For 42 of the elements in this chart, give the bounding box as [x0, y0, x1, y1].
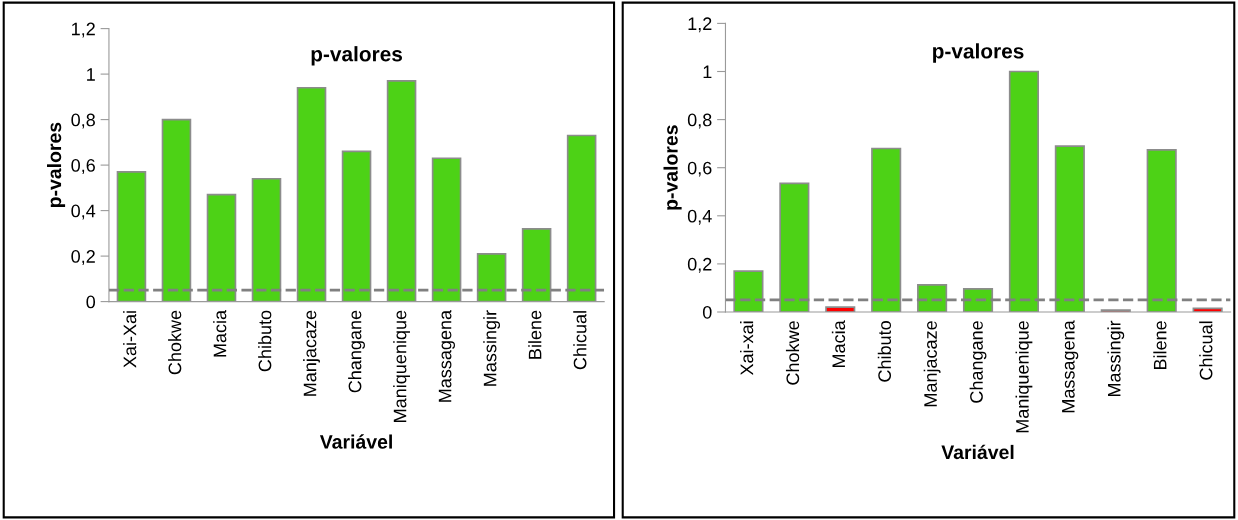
x-tick-label: Manjacaze [303, 310, 320, 396]
x-tick-label: Massingir [483, 310, 501, 386]
x-tick-label: Changane [348, 310, 365, 393]
x-tick-label: Chicual [1199, 321, 1213, 380]
x-tick-label: Macia [213, 309, 227, 357]
x-tick-label: Maniquenique [1015, 321, 1033, 433]
y-tick-label: 1,2 [72, 22, 95, 38]
x-tick-label: Xai-xai [740, 321, 754, 376]
text: p-valores [311, 46, 403, 66]
y-tick-label: 0,8 [687, 113, 712, 129]
y-tick-label: 1 [703, 65, 712, 79]
y-tick-label: 0,6 [71, 159, 95, 174]
x-tick-label: Bilene [528, 310, 542, 359]
y-tick-label: 0 [86, 295, 96, 309]
y-tick-label: 0,4 [687, 209, 712, 225]
y-tick-label: 1,2 [688, 17, 712, 33]
text: p-valores [933, 43, 1024, 63]
x-tick-label: Changane [969, 321, 987, 403]
x-tick-label: Massingir [1107, 320, 1125, 397]
x-tick-label: Chokwe [785, 321, 800, 385]
x-tick-label: Chicual [573, 311, 587, 370]
y-tick-label: 0,6 [687, 161, 712, 177]
y-tick-label: 0,2 [71, 250, 95, 265]
x-tick-label: Chokwe [168, 310, 182, 375]
x-tick-label: Manjacaze [923, 321, 941, 407]
y-tick-label: 0,4 [71, 204, 96, 220]
x-axis-title: Variável [319, 434, 392, 449]
x-tick-label: Massagena [438, 309, 455, 402]
y-tick-label: 1 [87, 68, 95, 81]
y-tick-label: 0 [702, 305, 712, 319]
x-tick-label: Macia [831, 320, 846, 368]
y-tick-label: 0,8 [71, 113, 95, 129]
x-tick-label: Massagena [1062, 320, 1079, 413]
x-tick-label: Maniquenique [393, 310, 410, 422]
x-tick-label: Bilene [1153, 321, 1167, 370]
x-tick-label: Chibuto [258, 310, 272, 372]
x-tick-label: Chibuto [877, 321, 892, 382]
y-tick-label: 0,2 [687, 257, 712, 273]
x-axis-title: Variável [941, 444, 1014, 460]
x-tick-label: Xai-Xai [123, 311, 137, 368]
y-axis-title: p-valores [46, 122, 66, 208]
y-axis-title: p-valores [663, 125, 682, 210]
